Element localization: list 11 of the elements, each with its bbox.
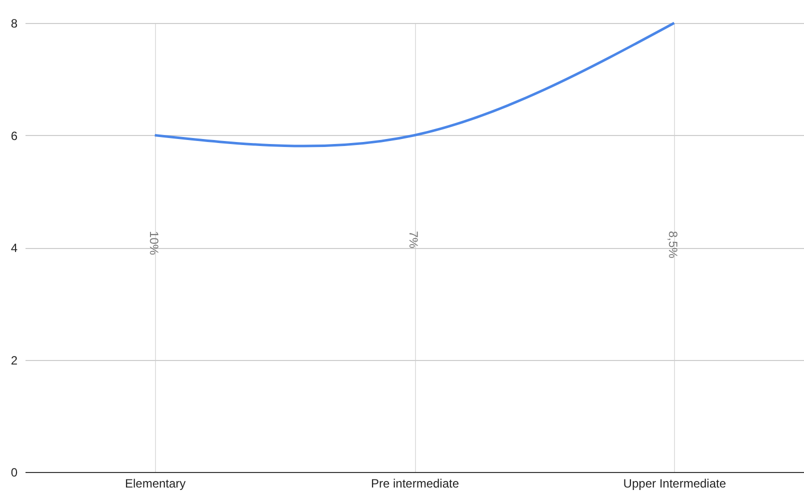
annotation: 8,5% xyxy=(666,231,680,259)
y-tick-label: 6 xyxy=(10,128,18,143)
y-tick-label: 0 xyxy=(10,466,18,480)
y-tick-label: 2 xyxy=(10,353,18,368)
y-tick-label: 8 xyxy=(10,16,18,30)
x-tick-label: Elementary xyxy=(124,476,186,490)
annotation: 7% xyxy=(406,231,420,249)
x-tick-label: Upper Intermediate xyxy=(623,476,726,490)
y-tick-label: 4 xyxy=(10,241,18,255)
x-tick-label: Pre intermediate xyxy=(370,476,460,490)
annotation: 10% xyxy=(146,231,161,256)
